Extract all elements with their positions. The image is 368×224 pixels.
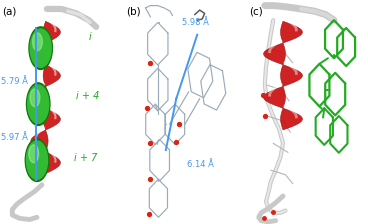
- Polygon shape: [263, 43, 286, 65]
- Text: (b): (b): [126, 7, 140, 17]
- Polygon shape: [31, 130, 48, 152]
- Text: i + 4: i + 4: [77, 90, 100, 101]
- Polygon shape: [263, 86, 286, 108]
- Polygon shape: [280, 21, 302, 43]
- Text: 6.14 Å: 6.14 Å: [187, 160, 214, 169]
- Text: 5.79 Å: 5.79 Å: [1, 77, 28, 86]
- Polygon shape: [43, 21, 60, 43]
- Circle shape: [26, 83, 50, 125]
- Text: 5.97 Å: 5.97 Å: [1, 133, 28, 142]
- Polygon shape: [31, 86, 48, 108]
- Circle shape: [29, 145, 39, 163]
- Polygon shape: [31, 43, 48, 65]
- Circle shape: [25, 139, 49, 181]
- Polygon shape: [280, 65, 302, 86]
- Circle shape: [30, 29, 51, 67]
- Text: 5.98 Å: 5.98 Å: [183, 18, 209, 27]
- Circle shape: [29, 27, 52, 69]
- Polygon shape: [43, 108, 60, 130]
- Polygon shape: [280, 108, 302, 130]
- Text: (a): (a): [3, 7, 17, 17]
- Polygon shape: [43, 152, 60, 174]
- Circle shape: [30, 89, 40, 107]
- Circle shape: [28, 85, 49, 123]
- Circle shape: [32, 33, 42, 51]
- Text: i: i: [89, 32, 92, 42]
- Text: (c): (c): [249, 7, 263, 17]
- Polygon shape: [43, 65, 60, 86]
- Circle shape: [26, 141, 47, 179]
- Text: i + 7: i + 7: [74, 153, 98, 163]
